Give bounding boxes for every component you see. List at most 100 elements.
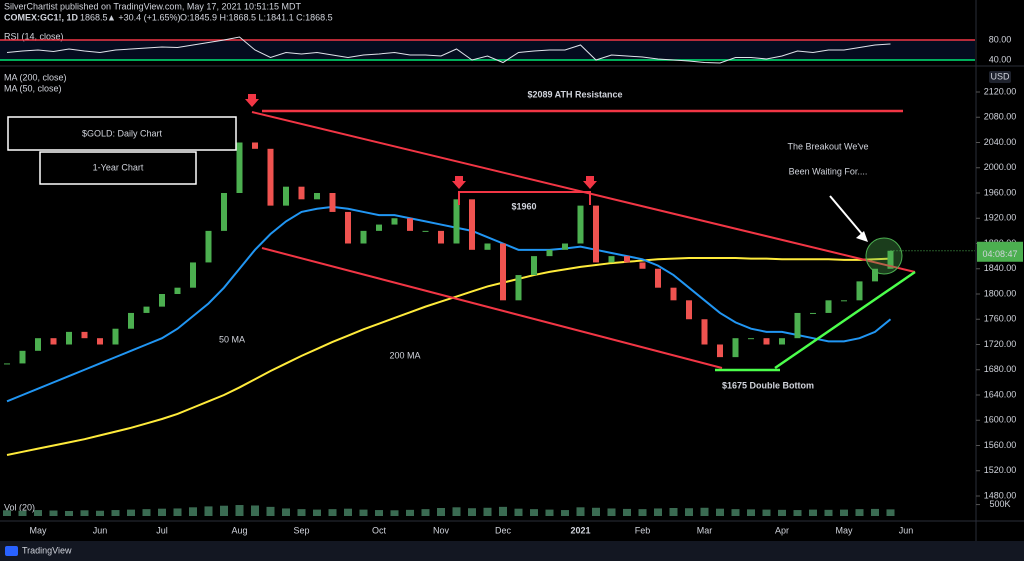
y-tick-label: 1680.00 [984,364,1017,374]
candle [748,338,754,340]
ma50-legend: MA (50, close) [4,83,62,93]
ma200-legend: MA (200, close) [4,72,67,82]
x-tick-label: 2021 [570,525,590,535]
y-tick-label: 1920.00 [984,213,1017,223]
symbol: COMEX:GC1!, 1D [4,12,79,22]
arrow-down [583,176,597,189]
candle [298,186,305,200]
x-tick-label: Dec [495,525,512,535]
candle [701,319,708,345]
candle [624,256,630,263]
y-tick-label: 1640.00 [984,389,1017,399]
y-tick-label: 80.00 [989,34,1012,44]
ohlc: O:1845.9 H:1868.5 L:1841.1 C:1868.5 [180,12,333,22]
candle [267,148,274,206]
candle [159,294,165,307]
candle [515,275,522,301]
candle [97,338,103,345]
volume-bar [437,508,445,516]
volume-bar [359,509,368,516]
currency: USD [990,71,1010,81]
volume-bar [654,508,662,516]
candle [407,218,413,231]
volume-bar [607,508,616,516]
candle [500,243,506,301]
x-tick-label: Sep [293,525,309,535]
x-tick-label: Aug [231,525,247,535]
volume-bar [297,509,306,516]
candle [593,205,599,263]
y-tick-label: 500K [989,499,1010,509]
candle [4,363,10,365]
currency-box [989,71,1011,83]
breakout-label: Been Waiting For.... [789,166,868,176]
x-tick-label: May [835,525,853,535]
y-tick-label: 1600.00 [984,415,1017,425]
brand-logo [5,546,18,556]
candle [128,312,134,329]
candle [190,262,196,288]
candle [283,186,289,206]
y-tick-label: 1520.00 [984,465,1017,475]
volume-bar [452,507,461,516]
rsi-band [0,40,975,60]
volume-bar [111,510,120,516]
x-tick-label: Jun [93,525,108,535]
candle [81,331,88,339]
candle [314,193,320,200]
volume-bar [483,507,492,516]
x-tick-label: Mar [697,525,713,535]
candle [686,300,692,320]
candle [825,300,832,313]
volume-bar [731,509,740,516]
volume-bar [34,510,42,516]
candle [221,193,227,231]
volume-bar [855,509,864,516]
arrow-down [245,94,259,107]
breakout-label: The Breakout We've [787,141,868,151]
volume-bar [638,509,647,516]
drawings [7,94,916,372]
double-bottom-label: $1675 Double Bottom [722,380,814,390]
countdown: 04:08:47 [982,249,1017,259]
volume-bar [282,508,290,516]
volume-bar [468,508,476,516]
volume-bar [142,509,151,516]
candle [174,287,181,294]
volume-bar [793,510,802,516]
volume-bar [49,510,58,516]
candle [887,250,894,269]
candle [35,338,41,351]
volume-bar [96,510,104,516]
volume-bar [530,509,538,516]
volume-bar [189,507,197,516]
volume-bar [344,508,352,516]
volume-bar [80,510,89,516]
candle [655,268,661,288]
volume-bar [809,509,817,516]
y-tick-label: 2080.00 [984,112,1017,122]
volume-bar [127,509,135,516]
volume-bar [716,508,724,516]
volume-bar [266,506,275,516]
candle [205,230,212,263]
subtitle-box [39,151,197,185]
candle [469,199,475,250]
volume-bar [173,508,182,516]
breakout-arrow [829,195,863,235]
volume-bar [251,505,259,516]
volume-bar [762,509,771,516]
candle [779,338,785,345]
volume-bar [824,509,833,516]
candle [577,205,584,244]
y-tick-label: 1800.00 [984,288,1017,298]
volume-bar [65,510,73,516]
volume-bar [592,507,600,516]
ath-label: $2089 ATH Resistance [527,89,622,99]
volume-bar [778,509,786,516]
last-price: 1868.5 [80,12,108,22]
y-tick-label: 1840.00 [984,263,1017,273]
moving-average [6,257,891,456]
candle [329,193,336,212]
